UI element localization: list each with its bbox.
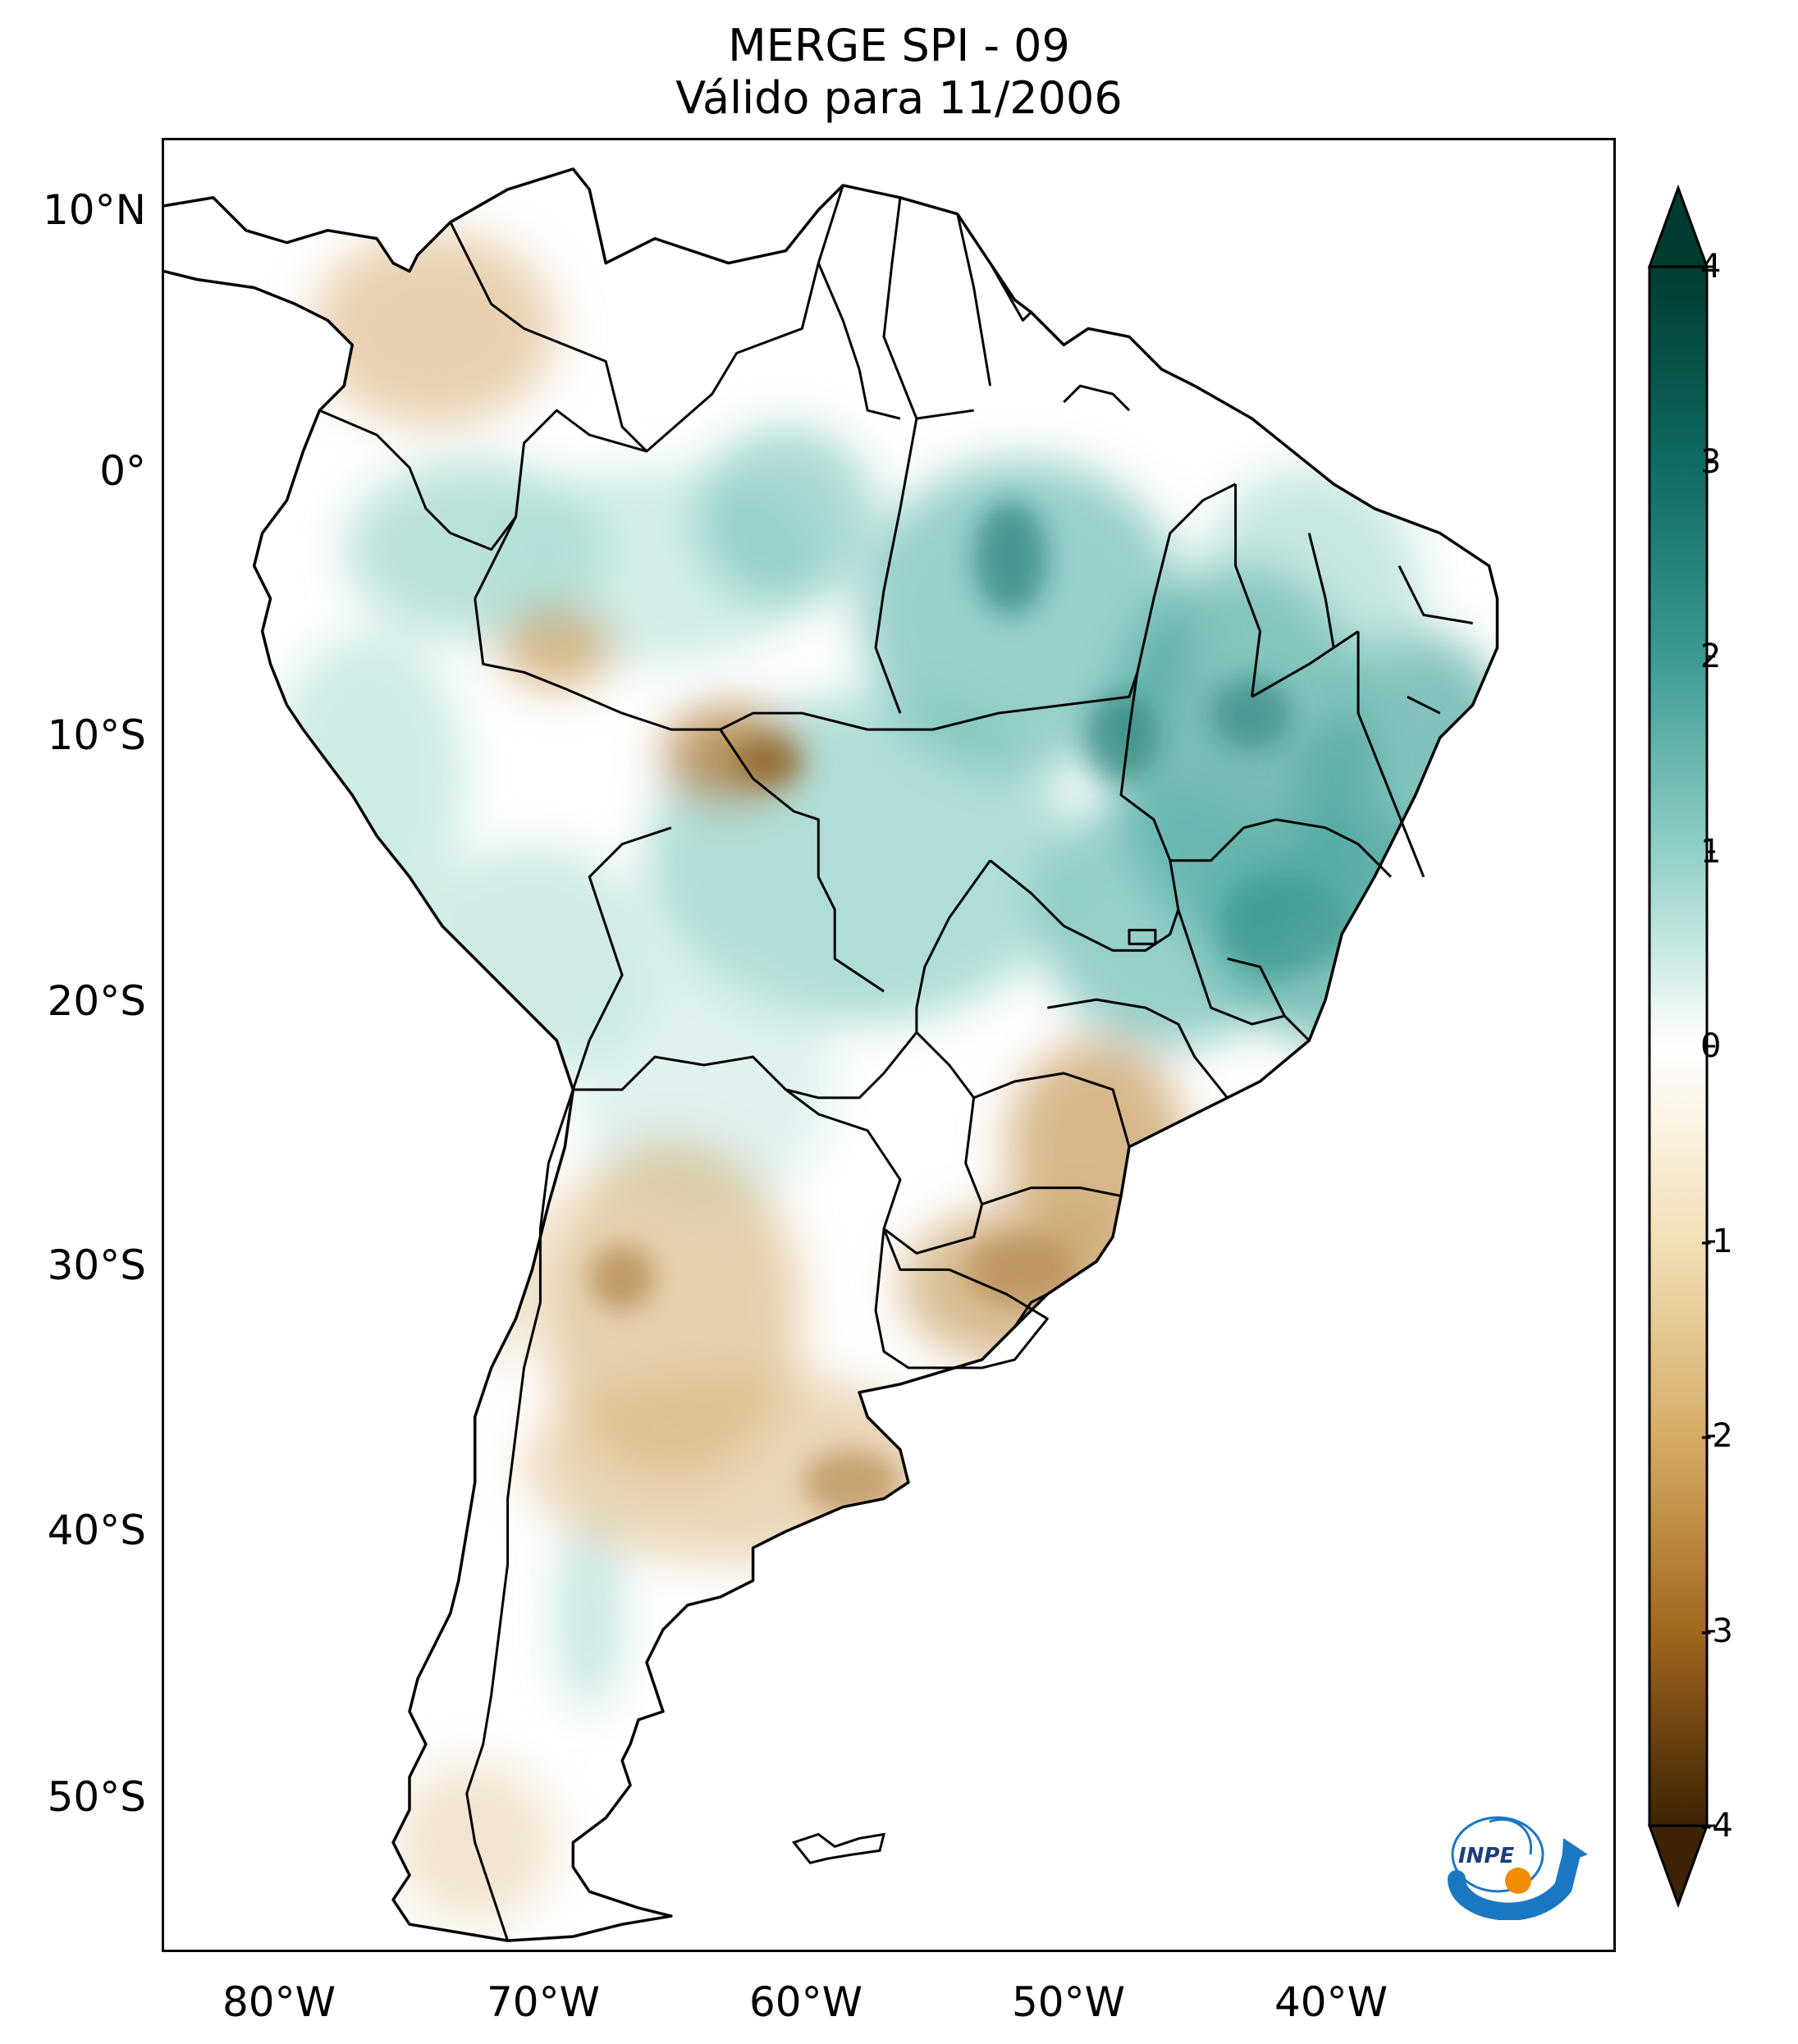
lon-label-60w: 60°W <box>748 1978 863 2026</box>
lat-label-40s: 40°S <box>47 1507 146 1554</box>
coastline <box>164 167 1499 1942</box>
colorbar-tick-2: 2 <box>1700 638 1722 675</box>
lon-label-80w: 80°W <box>222 1978 336 2026</box>
colorbar-top-arrow <box>1647 185 1709 268</box>
lon-label-70w: 70°W <box>486 1978 601 2026</box>
colorbar-tick-0: 0 <box>1700 1027 1722 1065</box>
colorbar-tick-neg3: -3 <box>1700 1612 1733 1650</box>
colorbar-tick-neg4: -4 <box>1700 1807 1733 1845</box>
map-title: MERGE SPI - 09 <box>728 20 1070 71</box>
colorbar-tick-neg2: -2 <box>1700 1417 1733 1455</box>
lon-label-40w: 40°W <box>1274 1978 1389 2026</box>
lat-label-20s: 20°S <box>47 977 146 1025</box>
map-area <box>162 138 1616 1952</box>
colorbar-tick-1: 1 <box>1700 833 1722 871</box>
political-borders <box>318 185 1473 1941</box>
lat-label-10n: 10°N <box>42 186 146 234</box>
colorbar <box>1647 185 1715 1908</box>
logo-text: INPE <box>1458 1844 1514 1868</box>
lat-label-10s: 10°S <box>47 711 146 759</box>
colorbar-tick-neg1: -1 <box>1700 1223 1733 1260</box>
lat-label-50s: 50°S <box>47 1773 146 1821</box>
map-canvas <box>164 167 1499 1942</box>
falkland-islands <box>791 1832 886 1864</box>
colorbar-tick-4: 4 <box>1700 248 1722 286</box>
colorbar-tick-3: 3 <box>1700 443 1722 481</box>
colorbar-bottom-arrow <box>1647 1824 1709 1908</box>
inpe-logo-icon: INPE <box>1448 1816 1588 1920</box>
lat-label-0: 0° <box>99 447 146 495</box>
map-subtitle: Válido para 11/2006 <box>675 72 1123 124</box>
colorbar-gradient <box>1648 265 1709 1827</box>
lat-label-30s: 30°S <box>47 1241 146 1289</box>
lon-label-50w: 50°W <box>1011 1978 1126 2026</box>
